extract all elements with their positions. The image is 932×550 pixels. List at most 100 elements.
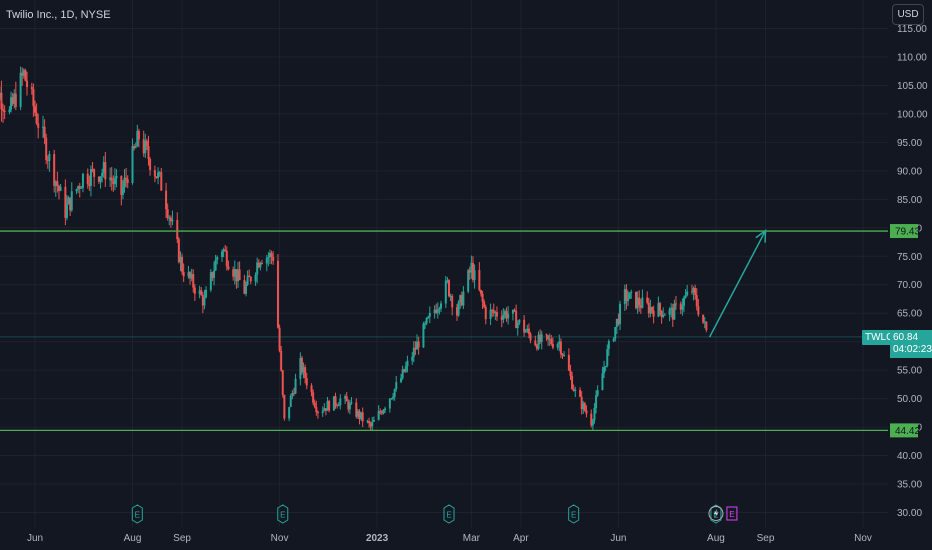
- candle-body: [694, 288, 697, 296]
- candle-body: [131, 146, 134, 183]
- candle-body: [2, 109, 5, 111]
- candle-body: [56, 181, 59, 187]
- x-tick-label: Sep: [173, 533, 191, 544]
- candle-body: [392, 396, 395, 399]
- letter-e-icon-box: [726, 506, 738, 521]
- candle-body: [526, 328, 529, 332]
- candle-body: [559, 341, 562, 355]
- candle-body: [571, 375, 574, 389]
- candle-body: [684, 295, 687, 298]
- candle-body: [32, 89, 35, 107]
- candle-body: [80, 187, 83, 189]
- candle-body: [403, 369, 406, 372]
- candle-body: [89, 169, 92, 186]
- candle-body: [379, 411, 382, 413]
- candle-body: [406, 360, 409, 367]
- candle-body: [674, 303, 677, 305]
- lightning-icon-ring: [708, 506, 724, 521]
- candle-body: [288, 406, 291, 419]
- candle-body: [417, 341, 420, 348]
- candle-body: [395, 382, 398, 389]
- candle-body: [54, 181, 57, 186]
- candle-body: [272, 256, 275, 261]
- candle-body: [46, 159, 49, 161]
- candle-body: [336, 405, 339, 407]
- candle-body: [416, 341, 419, 350]
- candle-body: [260, 262, 263, 264]
- candle-body: [0, 92, 3, 110]
- x-tick-label: Aug: [124, 533, 142, 544]
- y-tick-label: 30.00: [897, 508, 922, 519]
- candle-body: [601, 373, 604, 391]
- candles: [0, 66, 708, 431]
- earnings-icon-letter: E: [571, 511, 576, 520]
- candle-body: [144, 140, 147, 154]
- candle-body: [412, 347, 415, 357]
- candle-body: [572, 388, 575, 391]
- candle-body: [14, 93, 17, 108]
- earnings-icon-outline: [710, 504, 722, 524]
- candle-body: [147, 146, 150, 160]
- candle-body: [19, 72, 22, 108]
- candle-body: [595, 395, 598, 408]
- candle-body: [289, 395, 292, 407]
- candle-body: [657, 303, 660, 317]
- ticker-tag: TWLO: [862, 330, 897, 345]
- candle-body: [470, 262, 473, 273]
- candle-body: [227, 266, 230, 270]
- candle-body: [299, 357, 302, 379]
- candle-body: [93, 169, 96, 177]
- candle-body: [513, 309, 516, 311]
- y-tick-label: 115.00: [897, 24, 927, 35]
- candle-body: [109, 177, 112, 180]
- candle-body: [112, 180, 115, 185]
- candle-body: [697, 306, 700, 315]
- time-axis[interactable]: Jun Aug Sep Nov 2023 Mar Apr Jun Aug Sep Nov: [27, 533, 872, 544]
- candle-body: [190, 274, 193, 279]
- candle-body: [126, 179, 129, 183]
- candle-body: [663, 314, 666, 316]
- candle-body: [636, 297, 639, 309]
- candle-body: [136, 130, 139, 147]
- candle-body: [65, 204, 68, 218]
- earnings-icon-outline: [277, 504, 289, 524]
- earnings-icon-outline: [131, 504, 143, 524]
- level-price-label: 44.42: [895, 426, 920, 437]
- candle-body: [70, 191, 73, 211]
- candle-body: [390, 398, 393, 400]
- candle-body: [524, 331, 527, 333]
- candle-body: [214, 259, 217, 271]
- candle-body: [332, 396, 335, 411]
- projection-arrow[interactable]: [708, 229, 767, 338]
- candle-body: [686, 291, 689, 296]
- candle-body: [471, 262, 474, 280]
- candle-body: [433, 309, 436, 313]
- candle-body: [222, 249, 225, 252]
- candle-body: [160, 172, 163, 191]
- currency-button[interactable]: USD: [892, 4, 924, 25]
- price-axis[interactable]: 30.0035.0040.0045.0050.0055.0060.0065.00…: [890, 24, 928, 519]
- x-tick-label: Nov: [271, 533, 289, 544]
- candle-body: [537, 334, 540, 349]
- candle-body: [422, 323, 425, 348]
- candle-body: [75, 189, 78, 192]
- y-tick-label: 105.00: [897, 81, 928, 92]
- candle-body: [115, 176, 118, 179]
- candle-body: [484, 306, 487, 320]
- candle-body: [81, 173, 84, 188]
- candle-body: [457, 301, 460, 316]
- candle-body: [224, 249, 227, 251]
- candle-body: [324, 408, 327, 411]
- candle-body: [104, 162, 107, 180]
- candle-body: [91, 169, 94, 171]
- y-tick-label: 55.00: [897, 366, 922, 377]
- horizontal-lines[interactable]: [0, 230, 888, 432]
- candle-body: [168, 217, 171, 219]
- candle-body: [235, 269, 238, 282]
- candle-body: [596, 390, 599, 396]
- candle-body: [372, 419, 375, 422]
- y-tick-label: 65.00: [897, 309, 922, 320]
- candle-body: [57, 186, 60, 191]
